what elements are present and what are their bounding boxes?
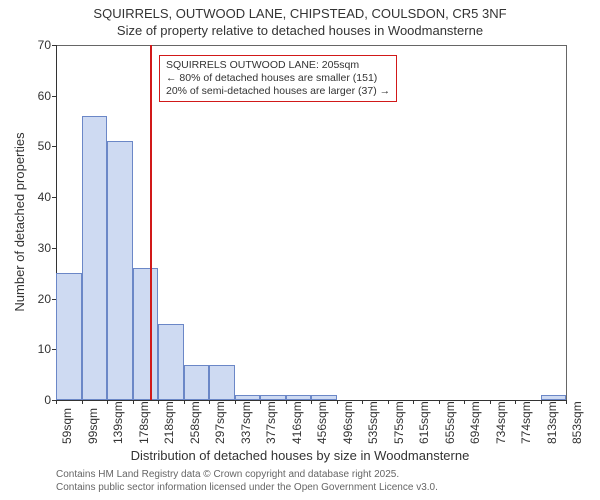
title-line-1: SQUIRRELS, OUTWOOD LANE, CHIPSTEAD, COUL… bbox=[0, 6, 600, 21]
x-axis-label: Distribution of detached houses by size … bbox=[0, 448, 600, 463]
y-tick-mark bbox=[52, 96, 56, 97]
histogram-bar bbox=[56, 273, 82, 400]
x-tick-label: 734sqm bbox=[494, 401, 508, 444]
x-tick-label: 377sqm bbox=[264, 401, 278, 444]
x-tick-mark bbox=[133, 400, 134, 404]
x-tick-mark bbox=[107, 400, 108, 404]
x-tick-mark bbox=[82, 400, 83, 404]
annotation-box: SQUIRRELS OUTWOOD LANE: 205sqm ← 80% of … bbox=[159, 55, 397, 102]
x-tick-mark bbox=[235, 400, 236, 404]
histogram-bar bbox=[235, 395, 261, 400]
y-tick-label: 40 bbox=[38, 190, 51, 204]
x-tick-mark bbox=[541, 400, 542, 404]
attribution-line-1: Contains HM Land Registry data © Crown c… bbox=[56, 469, 399, 480]
histogram-bar bbox=[260, 395, 286, 400]
chart-container: SQUIRRELS, OUTWOOD LANE, CHIPSTEAD, COUL… bbox=[0, 0, 600, 500]
histogram-bar bbox=[158, 324, 184, 400]
histogram-bar bbox=[82, 116, 108, 400]
reference-line bbox=[150, 45, 152, 400]
x-tick-label: 456sqm bbox=[315, 401, 329, 444]
y-axis-label: Number of detached properties bbox=[12, 132, 27, 311]
y-tick-label: 20 bbox=[38, 292, 51, 306]
y-tick-mark bbox=[52, 45, 56, 46]
x-tick-label: 774sqm bbox=[519, 401, 533, 444]
x-tick-label: 258sqm bbox=[188, 401, 202, 444]
x-tick-mark bbox=[388, 400, 389, 404]
x-tick-label: 59sqm bbox=[60, 408, 74, 444]
x-tick-label: 218sqm bbox=[162, 401, 176, 444]
x-tick-mark bbox=[184, 400, 185, 404]
x-tick-label: 694sqm bbox=[468, 401, 482, 444]
y-tick-mark bbox=[52, 146, 56, 147]
x-tick-label: 178sqm bbox=[137, 401, 151, 444]
x-tick-mark bbox=[311, 400, 312, 404]
histogram-bar bbox=[209, 365, 235, 401]
x-tick-label: 853sqm bbox=[570, 401, 584, 444]
x-tick-mark bbox=[413, 400, 414, 404]
x-tick-mark bbox=[464, 400, 465, 404]
x-tick-mark bbox=[260, 400, 261, 404]
x-tick-label: 535sqm bbox=[366, 401, 380, 444]
x-tick-label: 575sqm bbox=[392, 401, 406, 444]
x-tick-mark bbox=[362, 400, 363, 404]
x-tick-mark bbox=[56, 400, 57, 404]
x-tick-label: 813sqm bbox=[545, 401, 559, 444]
histogram-bar bbox=[541, 395, 567, 400]
annotation-line-1: SQUIRRELS OUTWOOD LANE: 205sqm bbox=[166, 59, 390, 72]
x-tick-label: 297sqm bbox=[213, 401, 227, 444]
x-tick-mark bbox=[337, 400, 338, 404]
x-tick-mark bbox=[158, 400, 159, 404]
y-tick-label: 60 bbox=[38, 89, 51, 103]
y-tick-label: 30 bbox=[38, 241, 51, 255]
annotation-line-2: ← 80% of detached houses are smaller (15… bbox=[166, 72, 390, 85]
y-tick-label: 0 bbox=[44, 393, 51, 407]
histogram-bar bbox=[286, 395, 312, 400]
x-tick-label: 99sqm bbox=[86, 408, 100, 444]
x-tick-label: 615sqm bbox=[417, 401, 431, 444]
y-tick-mark bbox=[52, 248, 56, 249]
x-tick-mark bbox=[515, 400, 516, 404]
x-tick-label: 416sqm bbox=[290, 401, 304, 444]
x-tick-mark bbox=[439, 400, 440, 404]
y-tick-mark bbox=[52, 197, 56, 198]
y-tick-label: 70 bbox=[38, 38, 51, 52]
x-tick-mark bbox=[209, 400, 210, 404]
x-tick-label: 655sqm bbox=[443, 401, 457, 444]
title-line-2: Size of property relative to detached ho… bbox=[0, 23, 600, 38]
histogram-bar bbox=[311, 395, 337, 400]
histogram-bar bbox=[184, 365, 210, 401]
y-tick-label: 10 bbox=[38, 342, 51, 356]
histogram-bar bbox=[107, 141, 133, 400]
x-tick-mark bbox=[566, 400, 567, 404]
histogram-bar bbox=[133, 268, 159, 400]
x-tick-label: 337sqm bbox=[239, 401, 253, 444]
attribution-line-2: Contains public sector information licen… bbox=[56, 482, 438, 493]
x-tick-mark bbox=[490, 400, 491, 404]
x-tick-label: 139sqm bbox=[111, 401, 125, 444]
y-tick-label: 50 bbox=[38, 139, 51, 153]
x-tick-mark bbox=[286, 400, 287, 404]
annotation-line-3: 20% of semi-detached houses are larger (… bbox=[166, 85, 390, 98]
x-tick-label: 496sqm bbox=[341, 401, 355, 444]
